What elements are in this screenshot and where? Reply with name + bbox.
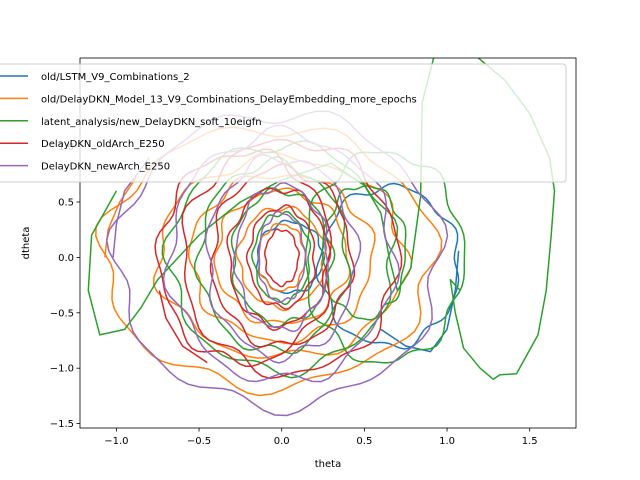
x-tick-label: −1.0 [104, 436, 128, 447]
y-tick-label: 0.5 [58, 198, 74, 209]
legend: old/LSTM_V9_Combinations_2 old/DelayDKN_M… [0, 63, 567, 183]
series-line [257, 210, 307, 304]
x-tick-label: 1.5 [522, 436, 538, 447]
y-tick-label: −1.5 [50, 419, 74, 430]
y-tick-label: −0.5 [50, 308, 74, 319]
series-line [251, 210, 312, 306]
series-line [380, 250, 460, 353]
legend-label: latent_analysis/new_DelayDKN_soft_10eigf… [41, 117, 262, 128]
series-line [158, 290, 208, 364]
series-line [104, 177, 137, 258]
legend-label: old/DelayDKN_Model_13_V9_Combinations_De… [41, 94, 417, 105]
x-tick-label: 0.5 [356, 436, 372, 447]
series-line [315, 182, 460, 350]
y-tick-label: 0.0 [58, 253, 74, 264]
series-line [245, 204, 316, 310]
legend-label: DelayDKN_oldArch_E250 [41, 139, 165, 150]
series-line [264, 228, 300, 288]
x-tick-label: −0.5 [187, 436, 211, 447]
y-axis-label: dtheta [21, 227, 32, 260]
series-line [232, 182, 329, 333]
x-axis: −1.0 −0.5 0.0 0.5 1.0 1.5 [104, 428, 538, 447]
x-axis-label: theta [315, 459, 341, 470]
x-tick-label: 1.0 [439, 436, 455, 447]
x-tick-label: 0.0 [274, 436, 290, 447]
legend-frame [0, 63, 567, 183]
plot-frame [79, 57, 577, 429]
y-tick-label: −1.0 [50, 364, 74, 375]
series-line [204, 153, 362, 364]
legend-label: old/LSTM_V9_Combinations_2 [41, 72, 190, 83]
legend-label: DelayDKN_newArch_E250 [41, 162, 170, 173]
series-layer [87, 58, 556, 417]
series-line [235, 205, 328, 312]
